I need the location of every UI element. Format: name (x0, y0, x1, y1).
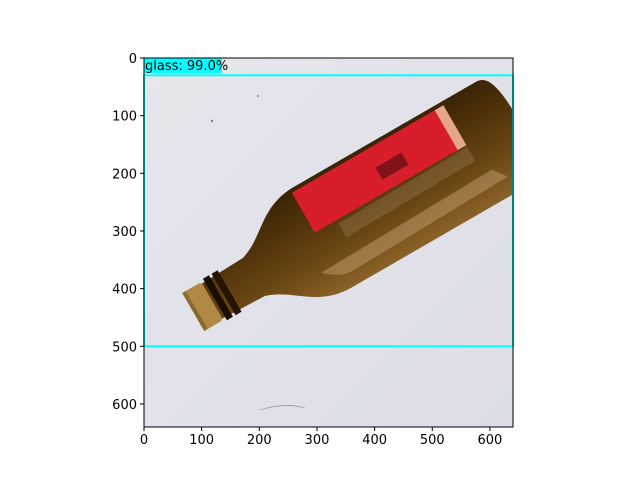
y-tick-label: 200 (112, 167, 137, 182)
x-tick-label: 300 (305, 433, 330, 448)
neck-ring-1 (211, 270, 242, 316)
speck (210, 119, 214, 123)
y-axis: 0 100 200 300 400 500 600 (112, 52, 144, 413)
speck (257, 95, 259, 97)
bottle (182, 80, 513, 332)
y-tick-label: 500 (112, 340, 137, 355)
neck-ring-2 (202, 275, 233, 321)
detection-label-bg (144, 58, 222, 73)
bottle-cap-edge (182, 290, 208, 332)
y-tick-label: 0 (129, 52, 137, 67)
fiber (259, 405, 306, 411)
x-tick-label: 600 (478, 433, 503, 448)
label-stripe (434, 105, 467, 151)
y-tick-label: 100 (112, 110, 137, 125)
photo (144, 58, 513, 427)
bottle-reflection (338, 146, 476, 238)
bottle-cap (183, 283, 222, 330)
y-tick-label: 400 (112, 283, 137, 298)
y-tick-label: 300 (112, 225, 137, 240)
y-tick-label: 600 (112, 398, 137, 413)
x-tick-label: 0 (140, 433, 148, 448)
detection-label: glass: 99.0% (145, 59, 228, 74)
x-axis: 0 100 200 300 400 500 600 (140, 427, 502, 448)
x-tick-label: 100 (189, 433, 214, 448)
label-barcode (375, 152, 409, 180)
x-tick-label: 500 (420, 433, 445, 448)
bottle-highlight (320, 169, 508, 275)
x-tick-label: 400 (362, 433, 387, 448)
x-tick-label: 200 (247, 433, 272, 448)
axes-frame (143, 57, 514, 428)
